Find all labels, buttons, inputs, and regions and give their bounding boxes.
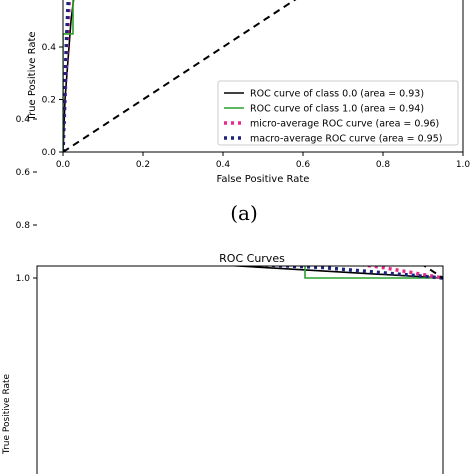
- chart-a: 0.0 0.2 0.4 0.6 0.8 1.0 0.0 0.2 0.4 False Positi…: [27, 0, 470, 225]
- chart-a-series-group: [63, 0, 297, 152]
- chart-a-y-tick-label: 0.0: [42, 148, 57, 158]
- chart-b-y-tick-label: 0.8: [16, 221, 31, 231]
- chart-a-legend: ROC curve of class 0.0 (area = 0.93) ROC …: [217, 80, 459, 146]
- chart-b-series-group: [225, 266, 443, 280]
- chart-a-y-axis-label: True Positive Rate: [27, 31, 38, 121]
- chart-a-series-1: [63, 0, 74, 152]
- chart-b-y-tick-label: 0.6: [16, 168, 31, 178]
- chart-a-x-tick-label: 0.8: [376, 160, 391, 170]
- chart-a-x-tick-label: 1.0: [456, 160, 471, 170]
- chart-a-y-tick-label: 0.2: [42, 96, 56, 106]
- chart-a-series-0: [63, 0, 75, 152]
- chart-b: ROC Curves 0.4 0.6 0.8 1.0 True Positive Ra…: [2, 115, 444, 474]
- chart-a-caption: (a): [230, 201, 258, 225]
- chart-a-x-axis-label: False Positive Rate: [217, 174, 310, 185]
- chart-a-series-3: [63, 0, 70, 152]
- chart-b-y-axis-label: True Positive Rate: [2, 373, 12, 455]
- chart-a-legend-label: micro-average ROC curve (area = 0.96): [250, 119, 439, 130]
- chart-b-y-tick-label: 1.0: [16, 274, 31, 284]
- chart-a-legend-box: [217, 80, 459, 146]
- chart-a-x-tick-label: 0.2: [136, 160, 150, 170]
- chart-a-x-tick-label: 0.0: [56, 160, 71, 170]
- chart-a-legend-label: ROC curve of class 0.0 (area = 0.93): [250, 89, 424, 100]
- chart-a-y-tick-label: 0.4: [42, 43, 57, 53]
- chart-b-title: ROC Curves: [219, 252, 285, 265]
- chart-b-y-tick-label: 0.4: [16, 115, 31, 125]
- chart-b-plot-frame: [36, 265, 444, 474]
- chart-a-legend-label: ROC curve of class 1.0 (area = 0.94): [250, 104, 424, 115]
- chart-b-series-3: [247, 266, 443, 280]
- chart-a-x-tick-label: 0.4: [216, 160, 231, 170]
- chart-a-legend-label: macro-average ROC curve (area = 0.95): [250, 134, 442, 145]
- chart-a-x-tick-label: 0.6: [296, 160, 311, 170]
